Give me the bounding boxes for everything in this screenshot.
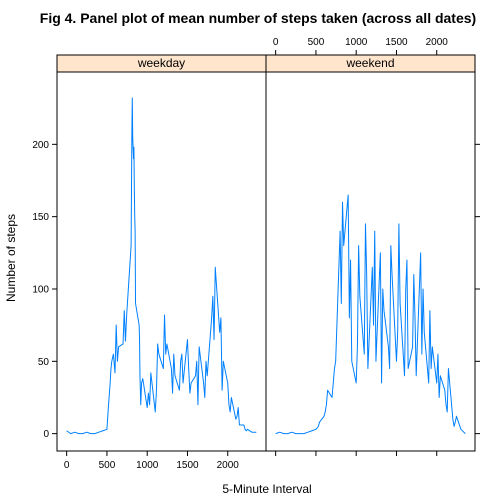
x-tick-label: 1000 (136, 460, 159, 471)
y-tick-label: 200 (32, 140, 49, 151)
strip-label-weekday: weekday (137, 56, 185, 70)
strip-label-weekend: weekend (345, 56, 394, 70)
x-tick-label: 2000 (217, 460, 240, 471)
x-tick-label: 500 (99, 460, 116, 471)
x-tick-label: 0 (64, 460, 70, 471)
x-tick-label: 2000 (426, 37, 449, 48)
y-tick-label: 150 (32, 212, 49, 223)
series-line-weekend (275, 194, 466, 435)
panel-frame-weekend (265, 71, 476, 452)
series-line-weekday (66, 97, 257, 435)
x-tick-label: 1500 (385, 37, 408, 48)
x-axis-label: 5-Minute Interval (222, 482, 311, 496)
panel-weekday: weekday 0 500 1000 1500 2000 (56, 54, 267, 471)
x-tick-label: 1500 (176, 460, 199, 471)
chart-title: Fig 4. Panel plot of mean number of step… (40, 10, 476, 26)
y-tick-label: 50 (38, 357, 50, 368)
y-axis-label: Number of steps (4, 214, 18, 302)
x-tick-label: 1000 (345, 37, 368, 48)
x-tick-label: 500 (308, 37, 325, 48)
x-tick-label: 0 (273, 37, 279, 48)
panel-frame-weekday (56, 71, 267, 452)
y-tick-label: 100 (32, 284, 49, 295)
panel-weekend: weekend 0 500 1000 1500 2000 (265, 37, 476, 456)
y-tick-label: 0 (43, 429, 49, 440)
